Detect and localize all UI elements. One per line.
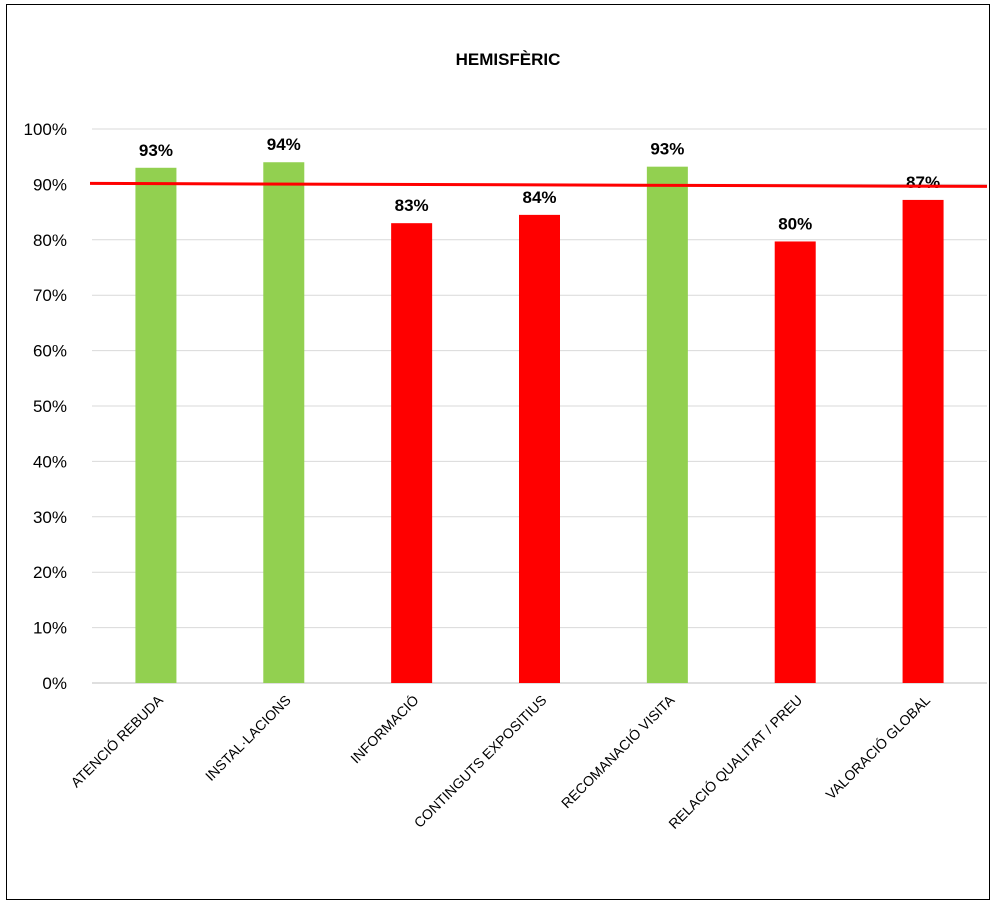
category-label-6: VALORACIÓ GLOBAL: [822, 692, 933, 803]
category-label-1: INSTAL·LACIONS: [202, 692, 294, 784]
y-tick-label-5: 50%: [33, 397, 67, 416]
y-tick-label-8: 80%: [33, 231, 67, 250]
y-tick-label-10: 100%: [24, 120, 67, 139]
data-label-4: 93%: [650, 140, 684, 159]
y-tick-label-7: 70%: [33, 286, 67, 305]
bar-0: [135, 167, 177, 683]
bar-5: [774, 241, 816, 683]
y-tick-label-1: 10%: [33, 619, 67, 638]
data-label-0: 93%: [139, 141, 173, 160]
bar-chart: HEMISFÈRIC 0% 10% 20% 30% 40% 50% 60% 70% 80% 90%…: [24, 50, 988, 832]
bar-2: [391, 223, 433, 683]
category-label-2: INFORMACIÓ: [347, 692, 422, 767]
target-line: [89, 181, 988, 188]
y-tick-label-9: 90%: [33, 175, 67, 194]
data-label-5: 80%: [778, 214, 812, 233]
chart-title: HEMISFÈRIC: [456, 50, 561, 69]
x-axis-category-labels: ATENCIÓ REBUDA INSTAL·LACIONS INFORMACIÓCO…: [67, 691, 933, 832]
y-tick-label-4: 40%: [33, 452, 67, 471]
y-tick-label-3: 30%: [33, 508, 67, 527]
y-tick-label-2: 20%: [33, 563, 67, 582]
chart-frame: HEMISFÈRIC 0% 10% 20% 30% 40% 50% 60% 70% 80% 90%…: [6, 4, 990, 900]
category-label-4: RECOMANACIÓ VISITA: [558, 691, 678, 811]
category-label-5: RELACIÓ QUALITAT / PREU: [665, 692, 805, 832]
data-label-6: 87%: [906, 173, 940, 192]
category-label-0: ATENCIÓ REBUDA: [67, 691, 166, 790]
data-label-2: 83%: [395, 196, 429, 215]
target-line-layer: [89, 181, 988, 188]
y-tick-label-6: 60%: [33, 342, 67, 361]
category-label-3: CONTINGUTS EXPOSITIUS: [411, 692, 550, 831]
bar-6: [902, 199, 944, 684]
bars: [135, 162, 944, 684]
bar-4: [646, 166, 688, 683]
bar-3: [519, 214, 560, 683]
data-labels: 93% 94% 83% 84% 93% 80% 87%: [139, 135, 940, 233]
data-label-1: 94%: [267, 135, 301, 154]
y-axis-tick-labels: 0% 10% 20% 30% 40% 50% 60% 70% 80% 90% 100%: [24, 120, 67, 693]
data-label-3: 84%: [522, 188, 556, 207]
y-tick-label-0: 0%: [42, 674, 67, 693]
bar-1: [263, 162, 305, 684]
